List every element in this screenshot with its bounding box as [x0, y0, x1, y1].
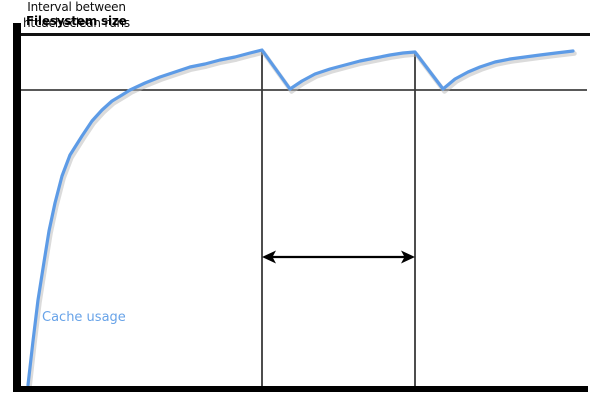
interval-arrow-head-right	[401, 250, 415, 264]
cache-usage-curve-shadow	[27, 50, 577, 390]
x-axis	[13, 386, 588, 392]
cache-limit-line	[20, 89, 587, 91]
cache-usage-label: Cache usage	[42, 310, 126, 325]
interval-annotation-line2: htcacheclean runs	[23, 15, 130, 30]
interval-annotation-line1: Interval between	[27, 0, 126, 14]
cache-usage-curve	[26, 48, 575, 387]
filesystem-size-line	[20, 33, 590, 36]
interval-annotation: Interval between htcacheclean runs	[0, 0, 153, 31]
filesystem-size-label: Filesystem size	[26, 14, 127, 28]
interval-arrow-head-left	[262, 250, 276, 264]
y-axis	[13, 23, 21, 392]
